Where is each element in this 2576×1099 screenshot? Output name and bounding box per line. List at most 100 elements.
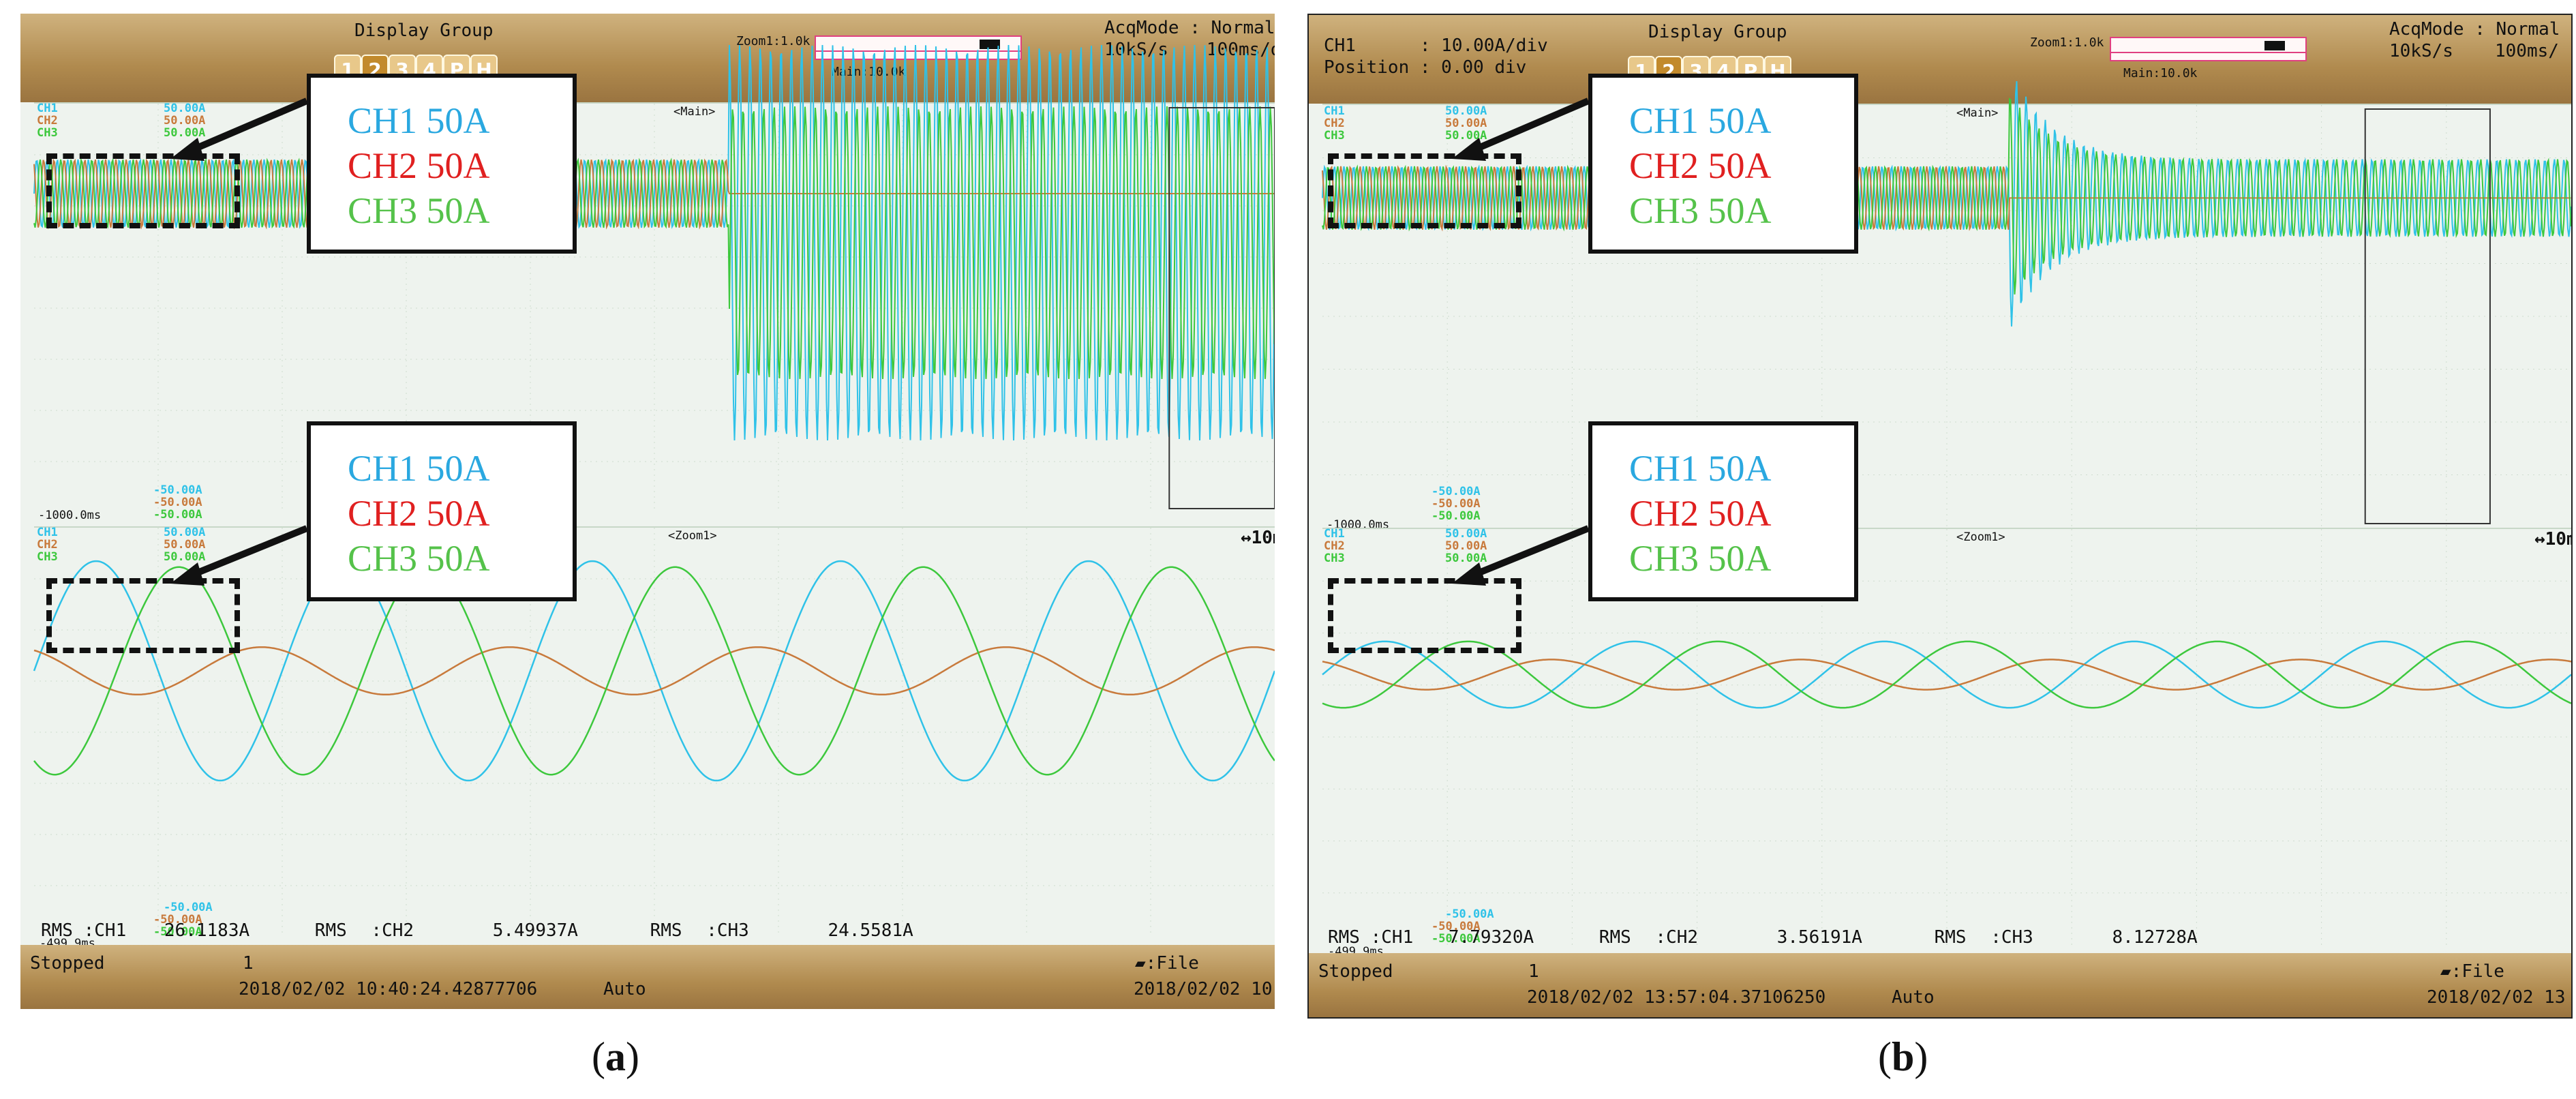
- zoom-position-marker: [980, 40, 1000, 49]
- mid-ch1-max: 50.00A: [1445, 527, 1487, 541]
- ch-info-2: Position : 0.00 div: [1324, 57, 1527, 78]
- time-div: 100ms/d: [1207, 40, 1275, 60]
- rms-channel-2: :CH2: [371, 920, 414, 941]
- acq-count: 1: [1528, 961, 1539, 982]
- date-right: 2018/02/02 10: [1134, 979, 1273, 999]
- trigger-mode: Auto: [1892, 987, 1935, 1008]
- zoom-window-marker: [1168, 107, 1275, 509]
- bot-ch2-min: -50.00A: [153, 913, 202, 927]
- legend-box-top: CH1 50A CH2 50A CH3 50A: [1588, 74, 1858, 254]
- sample-rate: 10kS/s: [2389, 41, 2453, 61]
- file-indicator[interactable]: ▰:File: [1135, 953, 1199, 974]
- annotation-dashed-box-bottom: [46, 578, 240, 653]
- file-indicator[interactable]: ▰:File: [2440, 961, 2504, 982]
- mid-ch2-name: CH2: [1324, 539, 1345, 553]
- bot-ch1-min: -50.00A: [1445, 907, 1494, 921]
- zoom-position-bar[interactable]: [815, 35, 1022, 60]
- bot-ch3-min: -50.00A: [153, 925, 202, 939]
- top-ch2-name: CH2: [37, 114, 58, 127]
- caption-a: (a): [592, 1034, 639, 1081]
- main-tag: <Main>: [1956, 106, 1999, 120]
- status-bar: Stopped 1 2018/02/02 13:57:04.37106250 A…: [1309, 953, 2571, 1017]
- top-ch3-scale: 50.00A: [1445, 129, 1487, 142]
- main-window: <Main> -1000.0ms: [33, 44, 1275, 522]
- rms-channel-3: :CH3: [706, 920, 749, 941]
- left-time: -1000.0ms: [38, 509, 102, 522]
- zoom-waveform-svg: [1322, 529, 2571, 945]
- file-text: File: [1156, 953, 1199, 974]
- zoom-trace-ch3: [1322, 640, 2571, 709]
- date-right: 2018/02/02 13: [2427, 987, 2566, 1008]
- file-icon: ▰: [1135, 953, 1146, 974]
- mid-ch2-min: -50.00A: [1431, 497, 1481, 511]
- main-ratio: Main:10.0k: [2123, 66, 2198, 80]
- top-ch2-name: CH2: [1324, 117, 1345, 130]
- status-bar: Stopped 1 2018/02/02 10:40:24.42877706 A…: [20, 945, 1275, 1009]
- rms-readout: RMS :CH1 26.1183A RMS :CH2 5.49937A RMS …: [41, 920, 913, 941]
- zoom-trace-ch1: [33, 560, 1275, 782]
- mid-ch1-min: -50.00A: [153, 483, 202, 497]
- top-ch3-scale: 50.00A: [164, 126, 206, 140]
- mid-ch1-name: CH1: [1324, 527, 1345, 541]
- zoom-position-line: [816, 50, 1020, 52]
- rms-label-3: RMS: [1934, 927, 1967, 948]
- mid-ch2-max: 50.00A: [1445, 539, 1487, 553]
- zoom-window: <Zoom1> ↔10m -499.9ms: [1322, 528, 2571, 959]
- mid-ch3-min: -50.00A: [1431, 509, 1481, 523]
- ch-info-1: CH1 : 10.00A/div: [1324, 35, 1548, 56]
- zoom-window-marker: [2364, 108, 2491, 524]
- mid-ch3-name: CH3: [1324, 552, 1345, 565]
- main-ratio: Main:10.0k: [832, 65, 906, 79]
- rms-channel-3: :CH3: [1990, 927, 2033, 948]
- rms-value-3: 8.12728A: [2112, 927, 2198, 948]
- rms-label-1: RMS: [41, 920, 73, 941]
- main-trace-ch1: [1322, 81, 2571, 327]
- legend-box-bottom: CH1 50A CH2 50A CH3 50A: [1588, 421, 1858, 601]
- annotation-dashed-box-bottom: [1328, 578, 1521, 653]
- status-text: Stopped: [30, 953, 105, 974]
- zoom-span: ↔10m: [2534, 529, 2571, 550]
- mid-ch2-max: 50.00A: [164, 538, 206, 552]
- rms-label-1: RMS: [1328, 927, 1360, 948]
- file-label: :: [2451, 961, 2462, 982]
- mid-ch2-min: -50.00A: [153, 496, 202, 509]
- caption-close: ): [625, 1034, 639, 1079]
- caption-open: (: [592, 1034, 605, 1079]
- zoom-tag: <Zoom1>: [668, 529, 717, 543]
- mid-ch1-min: -50.00A: [1431, 485, 1481, 498]
- bot-ch2-min: -50.00A: [1431, 920, 1481, 933]
- legend-box-top: CH1 50A CH2 50A CH3 50A: [307, 74, 577, 254]
- sample-rate: 10kS/s: [1104, 40, 1168, 60]
- top-bar: Display Group 1 2 3 4 P H Zoom1:1.0k Mai…: [20, 14, 1275, 102]
- rms-label-2: RMS: [1598, 927, 1631, 948]
- caption-open: (: [1878, 1034, 1892, 1079]
- rms-label-3: RMS: [650, 920, 682, 941]
- legend-ch1: CH1 50A: [348, 100, 490, 141]
- zoom-position-line: [2111, 52, 2305, 53]
- acq-count: 1: [243, 953, 254, 974]
- bot-ch3-min: -50.00A: [1431, 932, 1481, 946]
- panel-b: CH1 : 10.00A/div Position : 0.00 div Dis…: [1302, 0, 2576, 1099]
- mid-ch2-name: CH2: [37, 538, 58, 552]
- mid-ch3-name: CH3: [37, 550, 58, 564]
- zoom-trace-ch2: [33, 646, 1275, 696]
- rms-label-2: RMS: [314, 920, 347, 941]
- zoom-position-marker: [2264, 41, 2285, 50]
- legend-ch2: CH2 50A: [1629, 493, 1772, 534]
- zoom-span: ↔10m: [1241, 528, 1275, 548]
- file-label: :: [1145, 953, 1157, 974]
- timestamp: 2018/02/02 10:40:24.42877706: [239, 979, 538, 999]
- main-trace-ch3: [1322, 97, 2571, 295]
- legend-box-bottom: CH1 50A CH2 50A CH3 50A: [307, 421, 577, 601]
- annotation-dashed-box-top: [46, 153, 240, 228]
- caption-letter: a: [605, 1034, 626, 1079]
- file-icon: ▰: [2440, 961, 2451, 982]
- panel-a: Display Group 1 2 3 4 P H Zoom1:1.0k Mai…: [0, 0, 1275, 1099]
- acq-mode: AcqMode : Normal: [2389, 19, 2560, 40]
- main-trace-ch1: [33, 44, 1275, 441]
- acq-mode: AcqMode : Normal: [1104, 18, 1275, 38]
- caption-letter: b: [1891, 1034, 1915, 1079]
- legend-ch3: CH3 50A: [1629, 190, 1772, 231]
- legend-ch1: CH1 50A: [1629, 448, 1772, 489]
- zoom-position-bar[interactable]: [2110, 37, 2307, 61]
